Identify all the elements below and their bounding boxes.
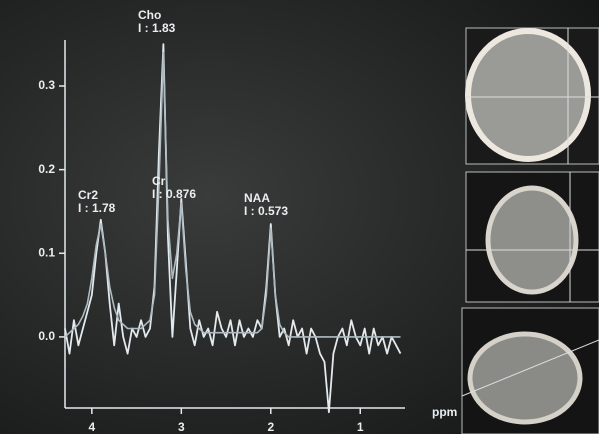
x-tick-label: 2 — [267, 420, 274, 434]
peak-integral: I : 1.83 — [138, 21, 176, 35]
screen: 0.0 0.1 0.2 0.3 4 3 2 1 ppm Cr2I : 1.78 ChoI : 1.8… — [0, 0, 599, 434]
brain-axial — [468, 31, 588, 159]
y-tick-label: 0.3 — [38, 78, 55, 92]
peak-integral: I : 0.573 — [244, 204, 288, 218]
peak-integral: I : 1.78 — [78, 201, 116, 215]
x-tick-label: 4 — [88, 420, 95, 434]
peak-name: Cr2 — [78, 188, 98, 202]
x-axis-label: ppm — [432, 405, 457, 419]
page: {"chart_data": {"type": "line", "x": [4.… — [0, 0, 599, 434]
x-tick-label: 3 — [178, 420, 185, 434]
peak-name: Cho — [138, 8, 161, 22]
brain-coronal — [488, 188, 576, 292]
mri-thumbnails — [462, 28, 599, 434]
y-tick-label: 0.2 — [38, 162, 55, 176]
y-tick-label: 0.0 — [38, 329, 55, 343]
brain-sagittal — [470, 334, 580, 422]
x-tick-label: 1 — [357, 420, 364, 434]
peak-integral: I : 0.876 — [152, 187, 196, 201]
peak-name: Cr — [152, 174, 166, 188]
y-tick-label: 0.1 — [38, 245, 55, 259]
peak-name: NAA — [244, 191, 270, 205]
